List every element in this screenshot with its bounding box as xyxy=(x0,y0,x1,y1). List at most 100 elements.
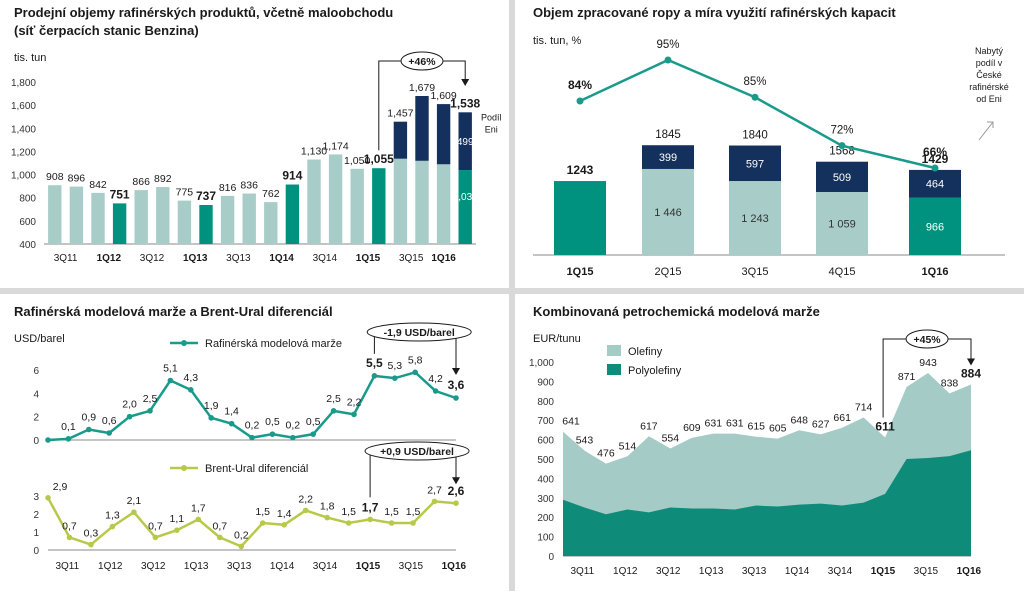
y-tick-label: 600 xyxy=(537,436,554,447)
total-margin-label: 631 xyxy=(726,418,744,430)
total-label: 1840 xyxy=(742,130,768,142)
x-tick-label: 3Q15 xyxy=(399,561,424,572)
eni-note-line2: Eni xyxy=(485,124,498,134)
x-tick-label: 1Q14 xyxy=(269,253,294,264)
y-tick-label: 800 xyxy=(19,194,36,205)
data-label: 1,055 xyxy=(364,152,394,166)
legend-swatch xyxy=(607,364,621,375)
bar xyxy=(112,203,127,244)
brent-ural-point xyxy=(66,534,73,541)
y-tick-label: 3 xyxy=(33,492,39,503)
refining-margin-label: 5,3 xyxy=(387,360,402,372)
y-tick-label: 600 xyxy=(19,217,36,228)
refining-margin-point xyxy=(167,377,174,384)
y-tick-label: 0 xyxy=(33,436,39,447)
x-tick-label: 4Q15 xyxy=(829,266,856,278)
brent-ural-point xyxy=(302,507,309,514)
brent-ural-label: 1,5 xyxy=(341,506,356,518)
base-segment-label: 1 446 xyxy=(654,207,682,219)
brent-ural-point xyxy=(324,514,330,521)
brent-ural-label: 0,2 xyxy=(234,529,249,541)
refining-margin-label: 0,2 xyxy=(245,420,260,432)
x-tick-label: 1Q15 xyxy=(356,253,381,264)
data-label: 914 xyxy=(282,169,302,183)
brent-ural-point xyxy=(152,534,159,541)
bar xyxy=(307,159,321,244)
annotation-label: +0,9 USD/barel xyxy=(380,446,454,458)
y-tick-label: 900 xyxy=(537,377,554,388)
y-axis-label: tis. tun, % xyxy=(533,35,582,47)
total-margin-label: 648 xyxy=(790,414,808,426)
y-tick-label: 1,000 xyxy=(11,171,36,182)
top-segment-label: 464 xyxy=(926,179,944,191)
brent-ural-point xyxy=(345,520,352,526)
x-tick-label: 1Q16 xyxy=(431,253,456,264)
refining-margin-point xyxy=(310,431,317,437)
total-margin-label: 631 xyxy=(705,418,723,430)
x-tick-label: 1Q14 xyxy=(785,566,810,577)
brent-ural-label: 0,7 xyxy=(62,520,77,532)
refining-margin-point xyxy=(208,415,214,421)
y-tick-label: 700 xyxy=(537,416,554,427)
x-tick-label: 3Q12 xyxy=(656,566,681,577)
bar xyxy=(350,168,364,244)
total-margin-label: 838 xyxy=(941,377,959,389)
utilization-point xyxy=(838,142,846,150)
brent-ural-point xyxy=(131,509,137,515)
refining-margin-label: 2,2 xyxy=(347,396,362,408)
utilization-label: 95% xyxy=(656,39,679,51)
chart-title: Prodejní objemy rafinérských produktů, v… xyxy=(14,5,393,20)
brent-ural-label: 2,1 xyxy=(127,495,142,507)
utilization-point xyxy=(664,56,672,64)
refining-margin-point xyxy=(290,434,296,441)
bar xyxy=(242,193,256,244)
refining-margin-point xyxy=(106,430,112,436)
brent-ural-label: 2,6 xyxy=(448,484,465,498)
note-line: rafinérské xyxy=(969,82,1009,92)
panel-sales-volumes: Prodejní objemy rafinérských produktů, v… xyxy=(0,0,509,288)
x-tick-label: 3Q12 xyxy=(141,561,166,572)
x-tick-label: 1Q14 xyxy=(270,561,295,572)
y-tick-label: 800 xyxy=(537,397,554,408)
data-label: 1,130 xyxy=(301,146,327,158)
bar xyxy=(48,185,62,244)
refining-margin-point xyxy=(228,420,235,427)
bar xyxy=(199,205,213,244)
brent-ural-label: 0,3 xyxy=(84,528,99,540)
y-tick-label: 500 xyxy=(537,455,554,466)
data-label: 896 xyxy=(68,173,86,185)
refining-margin-label: 4,3 xyxy=(183,372,198,384)
horizontal-divider xyxy=(0,288,1024,294)
eni-share-label: 499 xyxy=(457,137,474,148)
refining-margin-point xyxy=(249,434,255,441)
x-tick-label: 1Q16 xyxy=(922,266,949,278)
x-tick-label: 1Q15 xyxy=(871,566,896,577)
refining-margin-point xyxy=(432,388,439,394)
polyolefiny-area xyxy=(563,450,971,556)
x-tick-label: 3Q13 xyxy=(742,566,767,577)
bar-base xyxy=(458,170,472,244)
note-line: podíl v xyxy=(976,58,1003,68)
annotation-arrow xyxy=(967,358,975,366)
x-tick-label: 3Q14 xyxy=(313,561,338,572)
x-tick-label: 1Q15 xyxy=(356,561,381,572)
legend-label: Polyolefiny xyxy=(628,365,682,377)
refining-margin-label: 0,1 xyxy=(61,421,76,433)
bar-base xyxy=(909,197,961,255)
x-tick-label: 3Q11 xyxy=(54,253,78,264)
utilization-label: 72% xyxy=(830,125,853,137)
bar xyxy=(156,187,170,244)
bar-top xyxy=(816,161,868,192)
y-tick-label: 1,600 xyxy=(11,101,36,112)
annotation-ellipse xyxy=(905,329,949,349)
refining-margin-label: 4,2 xyxy=(428,373,443,385)
brent-ural-label: 1,5 xyxy=(406,506,421,518)
y-axis-label: tis. tun xyxy=(14,52,46,64)
data-label: 866 xyxy=(132,176,150,188)
bar-base xyxy=(554,181,606,255)
data-label: 762 xyxy=(262,188,280,200)
top-segment-label: 399 xyxy=(659,152,677,164)
utilization-point xyxy=(576,97,584,105)
data-label: 751 xyxy=(110,187,130,201)
utilization-label: 66% xyxy=(923,145,947,159)
